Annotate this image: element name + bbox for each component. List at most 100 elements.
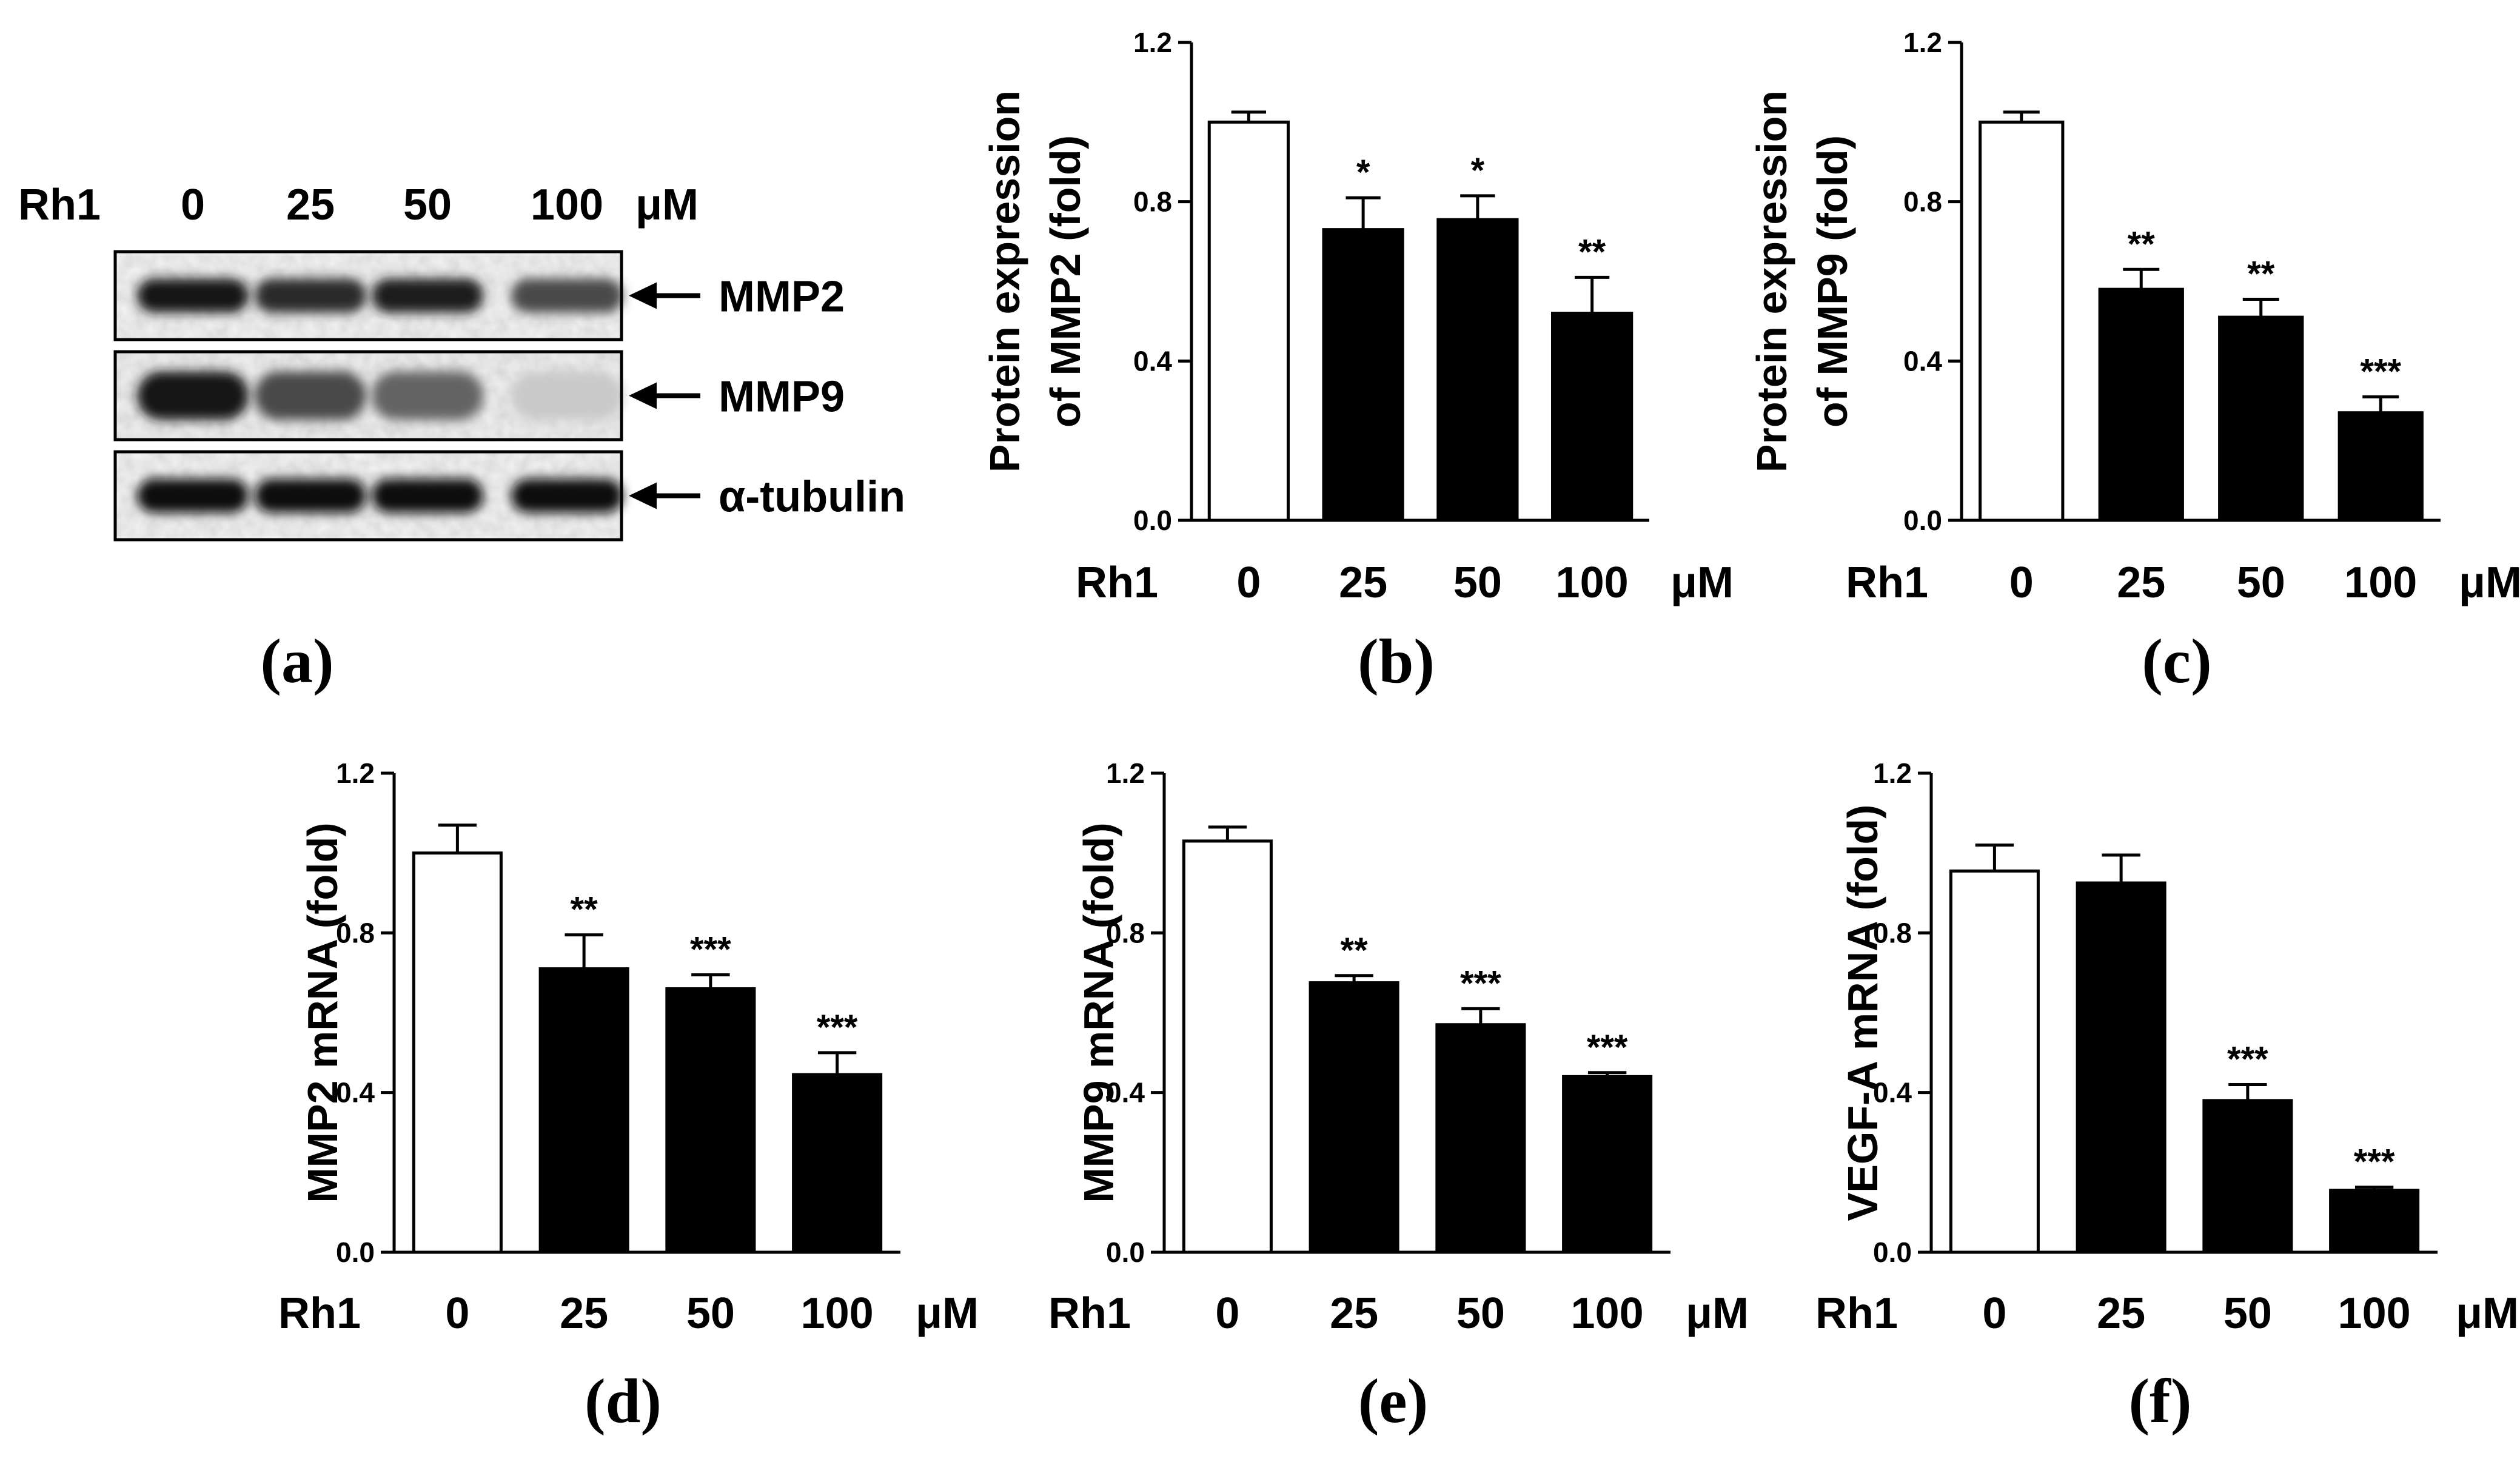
y-tick-label: 0.4: [1106, 1077, 1145, 1109]
x-tick-label: 25: [1339, 559, 1387, 607]
x-unit-label: μM: [1686, 1289, 1749, 1338]
blot-protein-label: MMP9: [719, 373, 845, 421]
y-tick-label: 0.4: [336, 1077, 375, 1109]
bar: [2337, 411, 2424, 522]
blot-band: [137, 478, 249, 513]
chart-panel: 0.0 0.4 0.8 1.2 0 ** 25 ** 50 *** 100 Rh1 μM Protein …: [1748, 27, 2520, 696]
bar: [2076, 881, 2166, 1254]
significance-label: **: [571, 890, 598, 930]
bar: [1436, 218, 1519, 522]
x-tick-label: 25: [2117, 559, 2165, 607]
y-tick-label: 0.8: [1903, 186, 1942, 218]
panel-label-a: (a): [260, 626, 333, 696]
y-tick-label: 0.8: [336, 917, 375, 948]
panel-label: (e): [1358, 1366, 1428, 1436]
significance-label: **: [1341, 931, 1369, 970]
x-axis-label: Rh1: [1846, 559, 1928, 607]
blot-dose-label: 25: [286, 181, 335, 229]
y-tick-label: 1.2: [1106, 757, 1145, 789]
significance-label: ***: [817, 1008, 858, 1047]
panel-label: (b): [1358, 626, 1435, 696]
chart-panel: 0.0 0.4 0.8 1.2 0 ** 25 *** 50 *** 100 Rh1 μM MMP9 mR…: [1048, 757, 1749, 1436]
blot-band: [255, 278, 366, 313]
significance-label: ***: [2227, 1040, 2268, 1079]
chart-panels: 0.0 0.4 0.8 1.2 0 * 25 * 50 ** 100 Rh1 μM Protein exp…: [278, 27, 2520, 1436]
blot-band: [511, 278, 623, 313]
y-axis-label: Protein expression: [1748, 90, 1795, 472]
y-tick-label: 0.8: [1873, 917, 1912, 948]
y-axis-label: of MMP9 (fold): [1809, 135, 1856, 428]
x-tick-label: 100: [2344, 559, 2417, 607]
blot-unit-label: μM: [635, 181, 699, 229]
x-tick-label: 25: [2097, 1289, 2145, 1338]
blot-band: [511, 478, 623, 513]
y-tick-label: 0.4: [1873, 1077, 1912, 1109]
blot-band: [511, 371, 623, 420]
blot-dose-label: 0: [181, 181, 205, 229]
blot-row: MMP2: [113, 250, 845, 341]
blot-band: [137, 278, 249, 313]
x-axis-label: Rh1: [278, 1289, 361, 1338]
arrow-head: [629, 482, 657, 509]
blot-rows: MMP2 MMP9 α-tubulin: [113, 250, 905, 542]
significance-label: **: [1578, 232, 1606, 272]
y-tick-label: 0.4: [1133, 345, 1172, 377]
x-tick-label: 50: [686, 1289, 735, 1338]
significance-label: *: [1471, 151, 1485, 190]
panel-label: (f): [2129, 1366, 2192, 1436]
y-tick-label: 0.4: [1903, 345, 1942, 377]
x-tick-label: 25: [560, 1289, 608, 1338]
chart-panel: 0.0 0.4 0.8 1.2 0 25 *** 50 *** 100 Rh1 μM VEGF-A mR…: [1815, 757, 2519, 1436]
blot-frame: [113, 250, 623, 341]
blot-band: [372, 278, 483, 313]
bar: [792, 1073, 883, 1254]
x-tick-label: 50: [1456, 1289, 1505, 1338]
significance-label: **: [2128, 224, 2156, 264]
blot-row: α-tubulin: [113, 450, 905, 542]
y-tick-label: 1.2: [1873, 757, 1912, 789]
y-tick-label: 0.8: [1133, 186, 1172, 218]
blot-row: MMP9: [113, 350, 845, 441]
y-tick-label: 0.0: [1873, 1236, 1912, 1268]
x-tick-label: 100: [2338, 1289, 2411, 1338]
significance-label: ***: [2354, 1142, 2395, 1182]
x-unit-label: μM: [2459, 559, 2520, 607]
bar: [2218, 315, 2304, 522]
bar: [1435, 1023, 1526, 1254]
significance-label: ***: [2360, 352, 2401, 391]
x-tick-label: 0: [1236, 559, 1261, 607]
x-tick-label: 50: [2237, 559, 2285, 607]
blot-dose-label: 50: [403, 181, 452, 229]
significance-label: ***: [690, 930, 731, 969]
x-tick-label: 50: [1453, 559, 1502, 607]
x-tick-label: 0: [2009, 559, 2034, 607]
bar: [538, 967, 629, 1254]
bar: [1979, 120, 2065, 522]
blot-frame: [113, 450, 623, 542]
y-axis-label: MMP2 mRNA (fold): [299, 822, 346, 1203]
y-axis-label: VEGF-A mRNA (fold): [1839, 805, 1886, 1221]
x-tick-label: 100: [1556, 559, 1629, 607]
blot-protein-label: MMP2: [719, 273, 845, 321]
bar: [1562, 1075, 1653, 1254]
bar: [1949, 869, 2040, 1254]
bar: [1551, 312, 1634, 522]
y-tick-label: 1.2: [1903, 27, 1942, 58]
x-tick-label: 0: [445, 1289, 469, 1338]
y-tick-label: 0.0: [336, 1236, 375, 1268]
bar: [2329, 1189, 2420, 1254]
x-tick-label: 0: [1215, 1289, 1239, 1338]
blot-band: [372, 371, 483, 420]
x-axis-label: Rh1: [1815, 1289, 1898, 1338]
chart-panel: 0.0 0.4 0.8 1.2 0 * 25 * 50 ** 100 Rh1 μM Protein exp…: [981, 27, 1734, 696]
x-unit-label: μM: [2456, 1289, 2519, 1338]
chart-panel: 0.0 0.4 0.8 1.2 0 ** 25 *** 50 *** 100 Rh1 μM MMP2 mR…: [278, 757, 979, 1436]
blot-band: [255, 478, 366, 513]
x-tick-label: 100: [801, 1289, 874, 1338]
bar: [1182, 839, 1273, 1254]
blot-band: [255, 371, 366, 420]
panel-label: (d): [585, 1366, 662, 1436]
blot-panel: Rh1 0 25 50 100 μM MMP2 MMP9 α-tubulin (a): [18, 181, 905, 696]
bar: [2098, 287, 2184, 522]
